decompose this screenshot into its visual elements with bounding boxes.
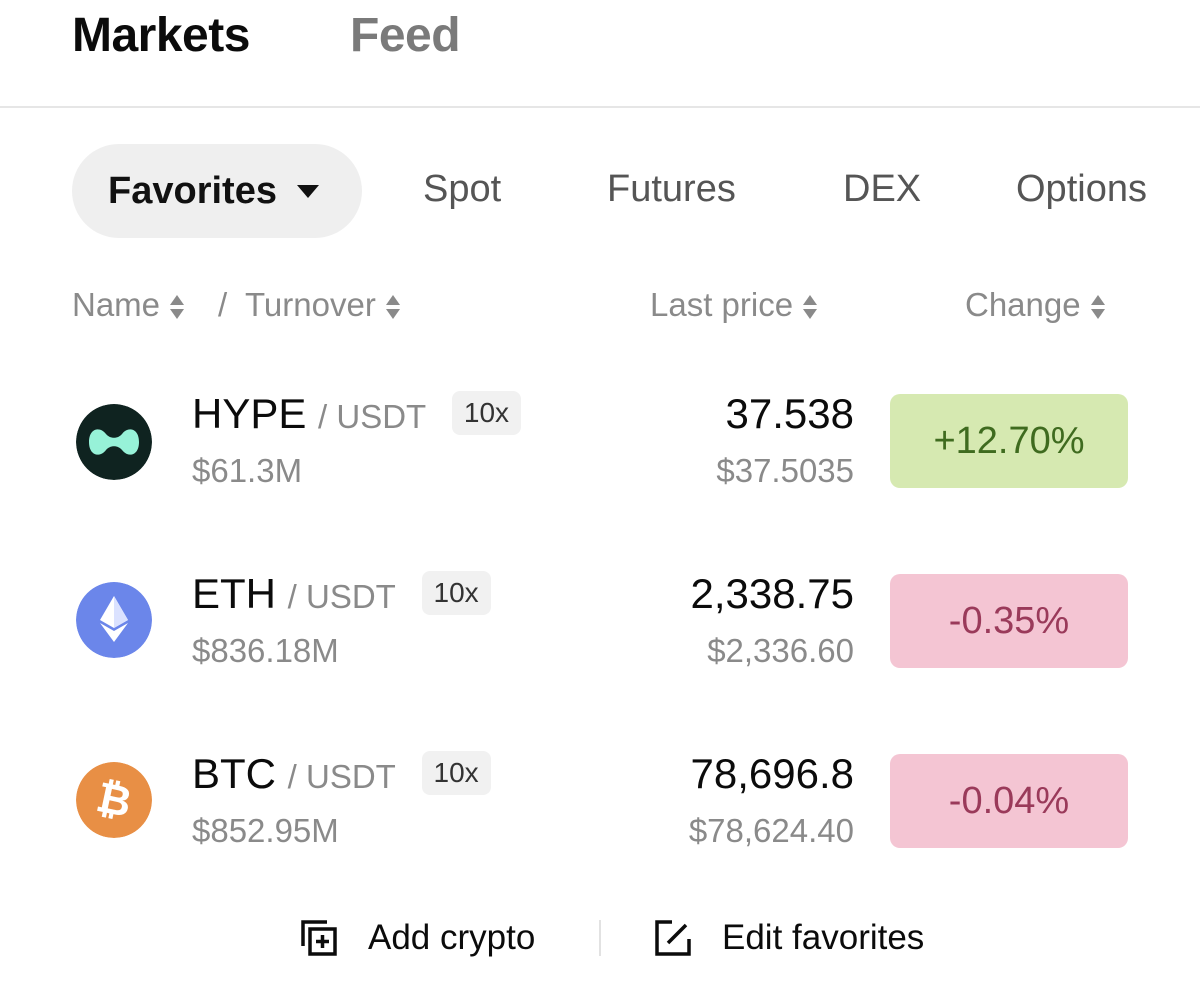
sort-icon xyxy=(385,291,400,323)
sort-icon xyxy=(1090,291,1105,323)
edit-icon xyxy=(655,920,691,956)
quote-symbol: / USDT xyxy=(287,758,396,795)
edit-favorites-label: Edit favorites xyxy=(722,918,925,957)
add-crypto-button[interactable]: Add crypto xyxy=(300,908,535,968)
eth-icon xyxy=(76,582,152,658)
name-sort-header[interactable]: Name xyxy=(72,286,185,324)
leverage-badge: 10x xyxy=(451,391,522,435)
add-crypto-label: Add crypto xyxy=(368,918,536,957)
turnover-value: $61.3M xyxy=(192,452,303,489)
favorites-label: Favorites xyxy=(108,169,277,212)
change-badge[interactable]: +12.70% xyxy=(890,394,1128,488)
category-filter-bar: Favorites Spot Futures DEX Options xyxy=(0,144,1200,240)
top-tab-bar: Markets Feed xyxy=(0,0,1200,108)
leverage-badge: 10x xyxy=(421,751,491,795)
last-price: 2,338.75 xyxy=(690,570,855,617)
turnover-value: $852.95M xyxy=(192,812,339,849)
fiat-price: $2,336.60 xyxy=(707,632,854,669)
base-symbol: HYPE xyxy=(192,390,307,437)
category-spot[interactable]: Spot xyxy=(423,168,502,210)
category-dex[interactable]: DEX xyxy=(843,168,922,210)
pair-symbol: HYPE / USDT 10x xyxy=(192,390,522,438)
market-row-hype[interactable]: HYPE / USDT 10x $61.3M 37.538 $37.5035 +… xyxy=(0,380,1200,520)
last-price-header-label: Last price xyxy=(650,286,794,323)
caret-down-icon xyxy=(296,184,319,198)
last-price: 78,696.8 xyxy=(690,750,855,797)
hype-icon xyxy=(76,404,152,480)
column-header: Name / Turnover Last price Change xyxy=(0,286,1200,330)
market-row-btc[interactable]: ₿ BTC / USDT 10x $852.95M 78,696.8 $78,6… xyxy=(0,740,1200,880)
edit-favorites-button[interactable]: Edit favorites xyxy=(654,908,924,968)
name-header-label: Name xyxy=(72,286,161,323)
turnover-sort-header[interactable]: Turnover xyxy=(245,286,400,324)
sort-icon xyxy=(803,291,818,323)
turnover-header-label: Turnover xyxy=(245,286,376,323)
change-badge[interactable]: -0.04% xyxy=(890,754,1128,848)
header-separator: / xyxy=(218,286,228,323)
change-sort-header[interactable]: Change xyxy=(965,286,1105,324)
last-price: 37.538 xyxy=(725,390,854,437)
btc-icon: ₿ xyxy=(76,762,152,838)
base-symbol: BTC xyxy=(192,750,276,797)
add-square-icon xyxy=(301,920,337,956)
pair-symbol: BTC / USDT 10x xyxy=(192,750,491,798)
change-badge[interactable]: -0.35% xyxy=(890,574,1128,668)
favorites-dropdown[interactable]: Favorites xyxy=(72,144,362,238)
category-futures[interactable]: Futures xyxy=(607,168,736,210)
tab-markets[interactable]: Markets xyxy=(72,9,250,62)
fiat-price: $37.5035 xyxy=(716,452,854,489)
pair-symbol: ETH / USDT 10x xyxy=(192,570,491,618)
market-row-eth[interactable]: ETH / USDT 10x $836.18M 2,338.75 $2,336.… xyxy=(0,560,1200,700)
action-divider xyxy=(599,920,601,956)
base-symbol: ETH xyxy=(192,570,276,617)
sort-icon xyxy=(170,291,185,323)
quote-symbol: / USDT xyxy=(318,398,427,435)
tab-feed[interactable]: Feed xyxy=(350,9,461,62)
turnover-value: $836.18M xyxy=(192,632,339,669)
leverage-badge: 10x xyxy=(421,571,491,615)
quote-symbol: / USDT xyxy=(287,578,396,615)
last-price-sort-header[interactable]: Last price xyxy=(650,286,818,324)
fiat-price: $78,624.40 xyxy=(688,812,854,849)
category-options[interactable]: Options xyxy=(1016,168,1147,210)
change-header-label: Change xyxy=(965,286,1081,323)
footer-actions: Add crypto Edit favorites xyxy=(0,908,1200,968)
